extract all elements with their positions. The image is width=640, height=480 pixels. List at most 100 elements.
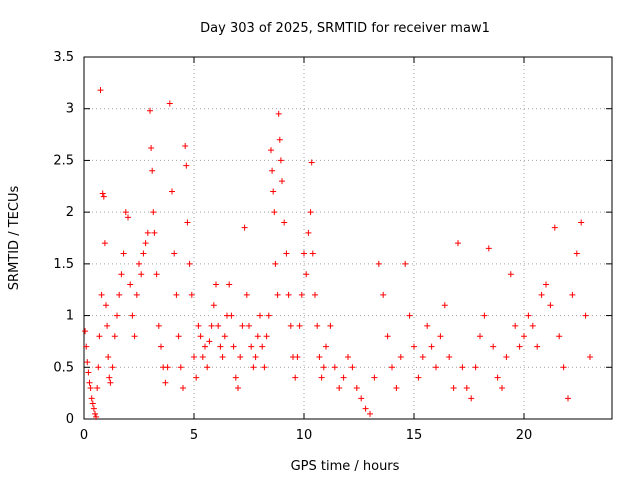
y-tick-label: 2.5	[53, 153, 74, 168]
data-point	[301, 250, 307, 257]
data-point	[433, 364, 439, 371]
data-point	[104, 322, 111, 329]
data-point	[99, 190, 106, 197]
data-point	[481, 312, 488, 319]
data-point	[193, 374, 200, 381]
y-tick-label: 2	[66, 205, 74, 220]
x-tick-label: 5	[190, 428, 198, 443]
data-point	[525, 312, 532, 319]
data-point	[83, 343, 90, 350]
data-point	[184, 219, 191, 226]
data-point	[459, 364, 466, 371]
data-point	[294, 353, 301, 360]
data-point	[153, 271, 160, 278]
data-point	[195, 322, 202, 329]
data-point	[477, 333, 483, 340]
data-point	[534, 343, 541, 350]
data-point	[274, 291, 281, 298]
data-point	[204, 364, 211, 371]
data-point	[393, 384, 400, 391]
data-point	[125, 214, 131, 221]
data-point	[180, 384, 186, 391]
data-point	[298, 291, 305, 298]
data-point	[428, 343, 435, 350]
data-point	[100, 193, 107, 200]
data-point	[507, 271, 514, 278]
data-point	[336, 384, 343, 391]
data-point	[406, 312, 413, 319]
data-point	[269, 167, 276, 174]
data-point	[131, 333, 138, 340]
data-point	[556, 333, 563, 340]
data-point	[303, 271, 310, 278]
data-point	[296, 322, 303, 329]
data-point	[86, 379, 93, 386]
data-point	[118, 271, 125, 278]
data-point	[446, 353, 453, 360]
x-tick-label: 10	[296, 428, 313, 443]
data-point	[305, 229, 312, 236]
data-point	[268, 147, 274, 154]
data-point	[248, 343, 255, 350]
y-axis-title: SRMTID / TECUs	[7, 186, 22, 291]
data-point	[543, 281, 549, 288]
data-point	[503, 353, 510, 360]
data-point	[129, 312, 136, 319]
data-point	[323, 343, 329, 350]
data-point	[318, 374, 325, 381]
data-point	[142, 240, 149, 247]
data-point	[237, 353, 244, 360]
x-tick-label: 20	[516, 428, 533, 443]
data-point	[490, 343, 497, 350]
data-point	[133, 291, 140, 298]
data-point	[114, 312, 120, 319]
data-point	[538, 291, 545, 298]
data-point	[371, 374, 378, 381]
data-point	[197, 333, 204, 340]
data-point	[221, 333, 228, 340]
data-point	[263, 333, 270, 340]
data-point	[565, 395, 571, 402]
data-point	[512, 322, 519, 329]
data-point	[441, 302, 448, 309]
data-point	[95, 364, 102, 371]
data-point	[206, 338, 213, 345]
data-point	[243, 291, 250, 298]
data-point	[230, 343, 237, 350]
data-point	[259, 343, 266, 350]
data-point	[380, 291, 387, 298]
ticks: 0 5 10 15 20 0 0.5 1 1.5 2 2.5 3 3.5	[53, 50, 612, 443]
data-point	[437, 333, 444, 340]
chart-title: Day 303 of 2025, SRMTID for receiver maw…	[200, 21, 490, 36]
data-point	[82, 328, 89, 335]
data-point	[582, 312, 589, 319]
data-point	[384, 333, 391, 340]
data-point	[188, 291, 195, 298]
data-point	[265, 312, 272, 319]
data-point	[127, 281, 134, 288]
data-point	[547, 302, 554, 309]
data-point	[246, 322, 252, 329]
data-point	[389, 364, 395, 371]
data-point	[90, 405, 97, 412]
data-point	[171, 250, 178, 257]
data-point	[275, 110, 282, 117]
data-point	[560, 364, 567, 371]
data-point	[103, 302, 109, 309]
data-point	[270, 188, 277, 195]
data-point	[499, 384, 505, 391]
data-point	[109, 364, 116, 371]
data-point	[162, 379, 169, 386]
data-point	[92, 410, 98, 417]
data-point	[87, 384, 94, 391]
data-point	[158, 343, 164, 350]
data-point	[277, 157, 284, 164]
data-point	[276, 136, 283, 143]
data-point	[316, 353, 323, 360]
data-point	[202, 343, 208, 350]
data-point	[261, 364, 268, 371]
data-point	[516, 343, 523, 350]
data-point	[320, 364, 327, 371]
data-point	[367, 410, 373, 417]
